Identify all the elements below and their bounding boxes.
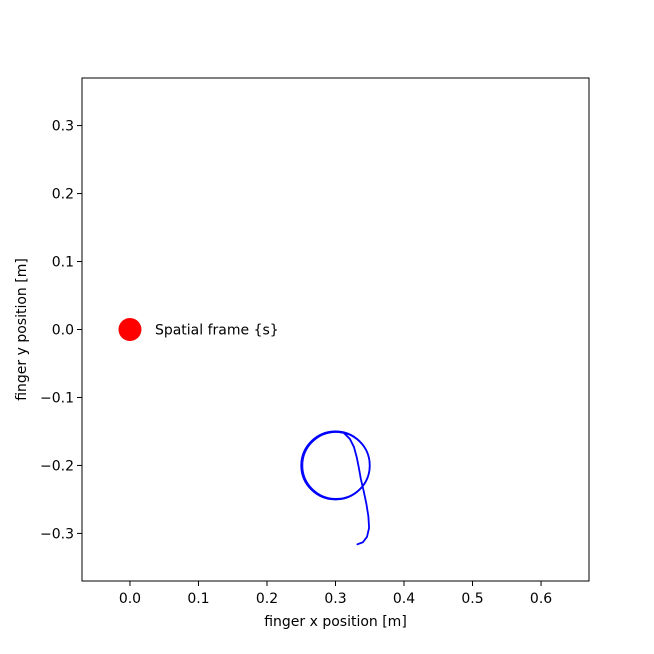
trajectory-circle-line-repeat [302,431,371,500]
y-tick-label: 0.2 [52,187,74,203]
spatial-frame-label: Spatial frame {s} [155,323,279,339]
y-tick-label: 0.0 [52,323,74,339]
y-tick-label: 0.3 [52,119,74,135]
x-tick-label: 0.1 [187,591,209,607]
x-tick-label: 0.4 [393,591,415,607]
x-tick-label: 0.0 [119,591,141,607]
trajectory-approach-line [334,430,370,546]
plot-frame [81,77,590,582]
plot-background [82,78,589,581]
x-axis-label: finger x position [m] [264,614,407,630]
x-axis: 0.0 0.1 0.2 0.3 0.4 0.5 0.6 [119,581,552,607]
x-tick-label: 0.5 [461,591,483,607]
marker-layer: Spatial frame {s} [118,318,279,341]
y-tick-label: −0.3 [40,526,74,542]
x-tick-label: 0.2 [256,591,278,607]
x-tick-label: 0.3 [324,591,346,607]
spatial-frame-marker [118,318,142,341]
y-tick-label: 0.1 [52,255,74,271]
y-axis-label: finger y position [m] [14,258,30,401]
y-tick-label: −0.1 [40,390,74,406]
series-layer [300,430,371,546]
y-tick-label: −0.2 [40,458,74,474]
plot-area [82,78,589,581]
y-axis: −0.3 −0.2 −0.1 0.0 0.1 0.2 0.3 [40,119,82,542]
x-tick-label: 0.6 [530,591,552,607]
